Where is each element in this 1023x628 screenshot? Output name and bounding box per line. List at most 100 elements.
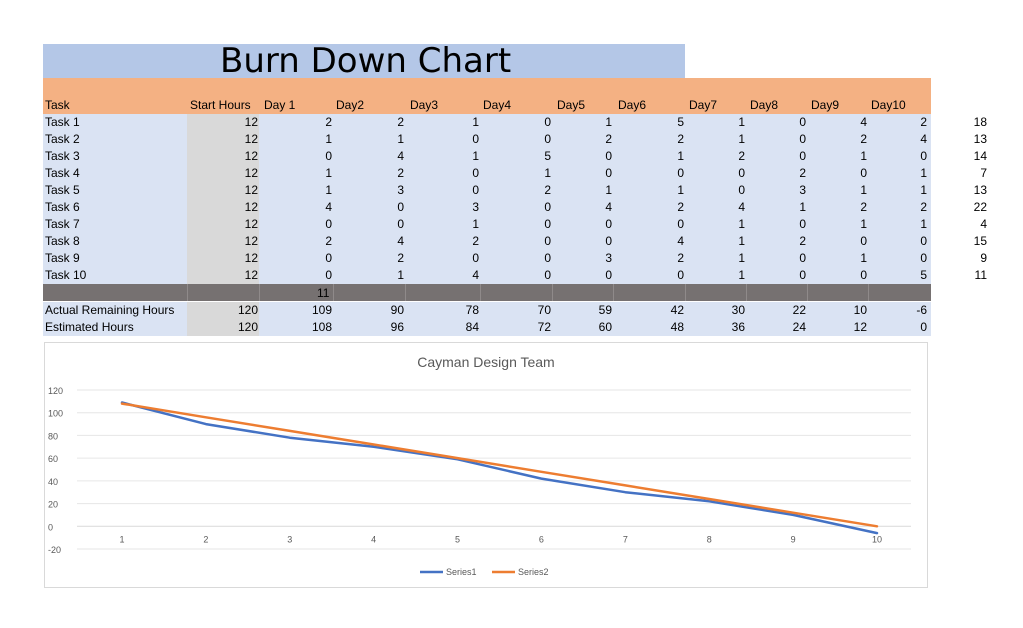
- day-cell[interactable]: 2: [799, 166, 806, 180]
- task-name-cell[interactable]: Task 9: [45, 251, 80, 265]
- day-cell[interactable]: 1: [738, 268, 745, 282]
- task-name-cell[interactable]: Task 2: [45, 132, 80, 146]
- header-day3[interactable]: Day3: [410, 98, 439, 112]
- day-cell[interactable]: 4: [605, 200, 612, 214]
- day-cell[interactable]: 0: [397, 200, 404, 214]
- day-cell[interactable]: 0: [472, 132, 479, 146]
- day-cell[interactable]: 0: [799, 268, 806, 282]
- estimated-day-cell[interactable]: 108: [311, 320, 332, 334]
- task-name-cell[interactable]: Task 10: [45, 268, 87, 282]
- day-cell[interactable]: 1: [799, 200, 806, 214]
- day-cell[interactable]: 0: [544, 200, 551, 214]
- actual-day-cell[interactable]: -6: [916, 303, 927, 317]
- actual-label[interactable]: Actual Remaining Hours: [45, 303, 175, 317]
- day-cell[interactable]: 2: [677, 251, 684, 265]
- day-cell[interactable]: 0: [738, 183, 745, 197]
- estimated-day-cell[interactable]: 60: [598, 320, 612, 334]
- actual-start-cell[interactable]: 120: [237, 303, 258, 317]
- task-name-cell[interactable]: Task 1: [45, 115, 80, 129]
- day-cell[interactable]: 0: [325, 149, 332, 163]
- day-cell[interactable]: 0: [472, 166, 479, 180]
- row-total-cell[interactable]: 9: [980, 251, 987, 265]
- day-cell[interactable]: 2: [397, 166, 404, 180]
- day-cell[interactable]: 5: [677, 115, 684, 129]
- estimated-day-cell[interactable]: 0: [920, 320, 927, 334]
- day-cell[interactable]: 4: [397, 149, 404, 163]
- day-cell[interactable]: 0: [920, 149, 927, 163]
- day-cell[interactable]: 2: [920, 115, 927, 129]
- day-cell[interactable]: 0: [544, 268, 551, 282]
- task-name-cell[interactable]: Task 7: [45, 217, 80, 231]
- row-total-cell[interactable]: 15: [973, 234, 987, 248]
- day-cell[interactable]: 2: [677, 200, 684, 214]
- task-name-cell[interactable]: Task 6: [45, 200, 80, 214]
- day-cell[interactable]: 0: [472, 183, 479, 197]
- start-hours-cell[interactable]: 12: [244, 251, 258, 265]
- day-cell[interactable]: 4: [860, 115, 867, 129]
- start-hours-cell[interactable]: 12: [244, 132, 258, 146]
- day-cell[interactable]: 3: [397, 183, 404, 197]
- day-cell[interactable]: 0: [605, 149, 612, 163]
- day-cell[interactable]: 4: [738, 200, 745, 214]
- day-cell[interactable]: 1: [920, 183, 927, 197]
- day-cell[interactable]: 2: [325, 115, 332, 129]
- day-cell[interactable]: 1: [325, 132, 332, 146]
- day-cell[interactable]: 0: [799, 217, 806, 231]
- day-cell[interactable]: 1: [860, 149, 867, 163]
- day-cell[interactable]: 0: [544, 251, 551, 265]
- start-hours-cell[interactable]: 12: [244, 115, 258, 129]
- day-cell[interactable]: 0: [860, 268, 867, 282]
- row-total-cell[interactable]: 11: [974, 268, 987, 282]
- day-cell[interactable]: 1: [605, 183, 612, 197]
- task-name-cell[interactable]: Task 8: [45, 234, 80, 248]
- day-cell[interactable]: 3: [605, 251, 612, 265]
- day-cell[interactable]: 0: [860, 234, 867, 248]
- start-hours-cell[interactable]: 12: [244, 268, 258, 282]
- task-name-cell[interactable]: Task 4: [45, 166, 80, 180]
- day-cell[interactable]: 0: [920, 251, 927, 265]
- day-cell[interactable]: 1: [472, 115, 479, 129]
- task-name-cell[interactable]: Task 3: [45, 149, 80, 163]
- day-cell[interactable]: 1: [738, 115, 745, 129]
- day-cell[interactable]: 4: [397, 234, 404, 248]
- start-hours-cell[interactable]: 12: [244, 166, 258, 180]
- header-start-hours[interactable]: Start Hours: [190, 98, 251, 112]
- day-cell[interactable]: 0: [799, 115, 806, 129]
- estimated-start-cell[interactable]: 120: [237, 320, 258, 334]
- day-cell[interactable]: 1: [325, 183, 332, 197]
- day-cell[interactable]: 1: [605, 115, 612, 129]
- actual-day-cell[interactable]: 42: [670, 303, 684, 317]
- header-day4[interactable]: Day4: [483, 98, 512, 112]
- day-cell[interactable]: 1: [920, 166, 927, 180]
- day-cell[interactable]: 0: [677, 166, 684, 180]
- start-hours-cell[interactable]: 12: [244, 183, 258, 197]
- day-cell[interactable]: 1: [860, 251, 867, 265]
- day-cell[interactable]: 0: [605, 166, 612, 180]
- day-cell[interactable]: 0: [920, 234, 927, 248]
- row-total-cell[interactable]: 18: [973, 115, 987, 129]
- day-cell[interactable]: 0: [860, 166, 867, 180]
- day-cell[interactable]: 0: [325, 251, 332, 265]
- day-cell[interactable]: 2: [920, 200, 927, 214]
- day-cell[interactable]: 2: [325, 234, 332, 248]
- actual-day-cell[interactable]: 22: [792, 303, 806, 317]
- estimated-day-cell[interactable]: 48: [670, 320, 684, 334]
- day-cell[interactable]: 4: [325, 200, 332, 214]
- day-cell[interactable]: 5: [544, 149, 551, 163]
- day-cell[interactable]: 0: [605, 268, 612, 282]
- header-day9[interactable]: Day9: [811, 98, 840, 112]
- actual-day-cell[interactable]: 59: [598, 303, 612, 317]
- day-cell[interactable]: 2: [860, 200, 867, 214]
- day-cell[interactable]: 4: [920, 132, 927, 146]
- day-cell[interactable]: 0: [544, 234, 551, 248]
- day-cell[interactable]: 1: [397, 132, 404, 146]
- day-cell[interactable]: 2: [799, 234, 806, 248]
- task-name-cell[interactable]: Task 5: [45, 183, 80, 197]
- day-cell[interactable]: 2: [860, 132, 867, 146]
- actual-day-cell[interactable]: 109: [311, 303, 332, 317]
- day-cell[interactable]: 1: [472, 217, 479, 231]
- estimated-day-cell[interactable]: 96: [390, 320, 404, 334]
- day-cell[interactable]: 0: [799, 149, 806, 163]
- day-cell[interactable]: 4: [472, 268, 479, 282]
- header-day2[interactable]: Day2: [336, 98, 365, 112]
